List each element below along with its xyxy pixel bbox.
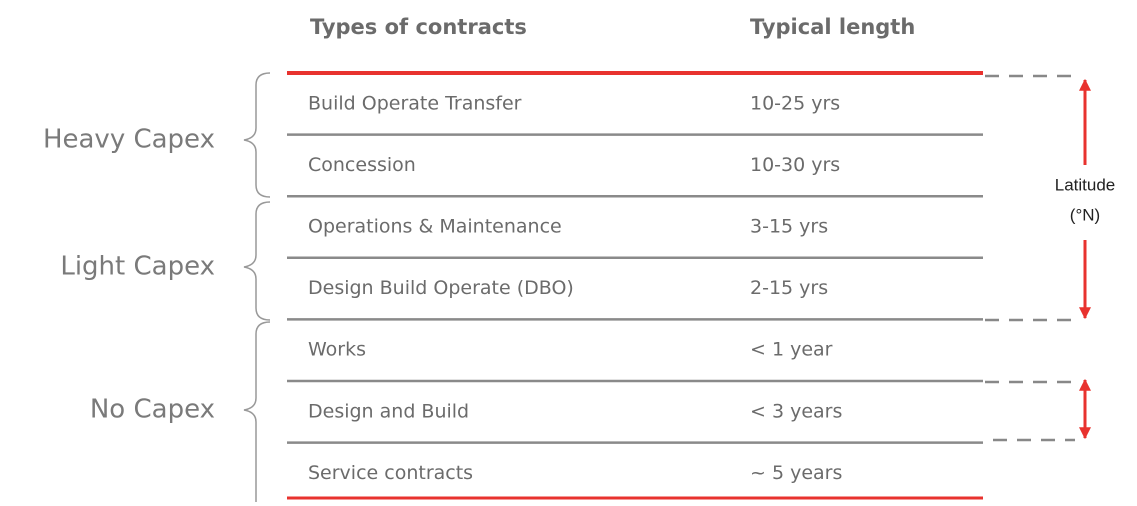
row-cell: Operations & Maintenance xyxy=(308,216,562,238)
row-cell: 10-30 yrs xyxy=(750,154,840,176)
row-cell: 2-15 yrs xyxy=(750,277,828,299)
row-cell: 3-15 yrs xyxy=(750,216,828,238)
header-cell: Typical length xyxy=(750,15,915,39)
row-cell: Design Build Operate (DBO) xyxy=(308,277,574,299)
row-cell: Service contracts xyxy=(308,462,473,484)
header-cell: Types of contracts xyxy=(310,15,527,39)
group-label: Heavy Capex xyxy=(43,125,215,155)
row-cell: Design and Build xyxy=(308,400,469,422)
row-cell: ~ 5 years xyxy=(750,462,842,484)
row-cell: Concession xyxy=(308,154,416,176)
brace xyxy=(243,72,271,198)
row-cell: < 1 year xyxy=(750,339,833,361)
annotation: Latitude xyxy=(1055,175,1116,194)
brace xyxy=(243,201,271,321)
group-label: No Capex xyxy=(90,395,215,425)
row-cell: Build Operate Transfer xyxy=(308,92,522,114)
annotation: (°N) xyxy=(1070,205,1100,224)
dashed-guides xyxy=(985,74,1075,442)
row-cell: 10-25 yrs xyxy=(750,92,840,114)
row-cell: Works xyxy=(308,339,366,361)
row-cell: < 3 years xyxy=(750,400,842,422)
group-label: Light Capex xyxy=(60,252,215,282)
brace xyxy=(243,321,271,502)
